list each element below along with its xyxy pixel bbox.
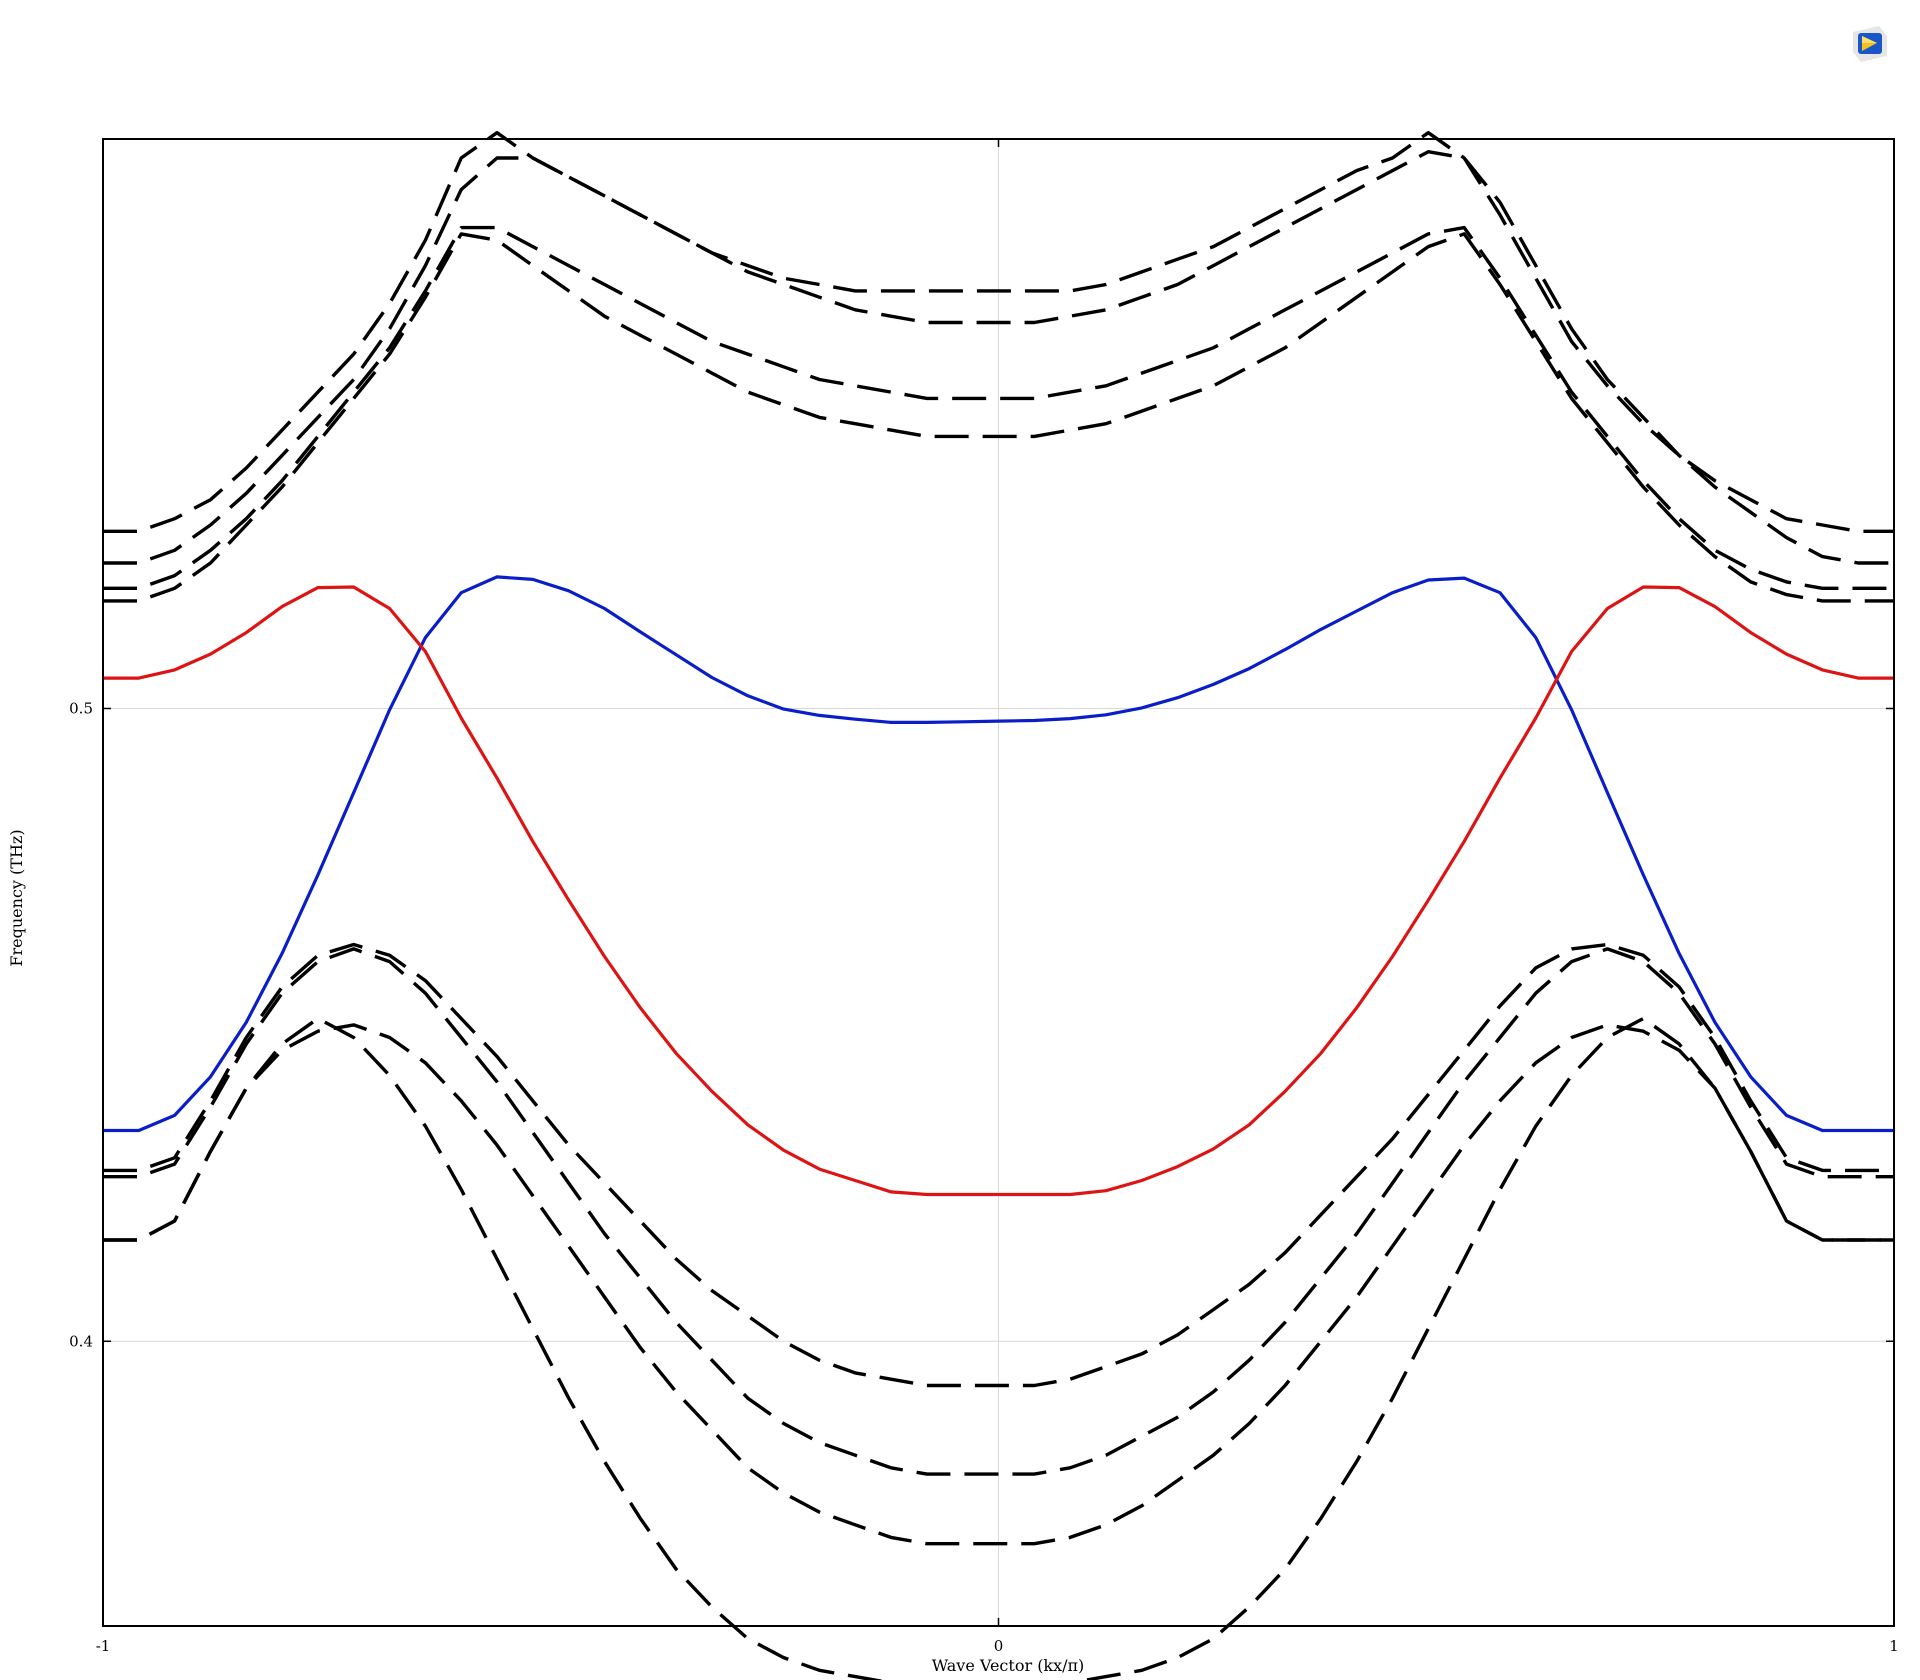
grid-lines bbox=[103, 139, 1894, 1626]
x-tick-label: 0 bbox=[994, 1637, 1004, 1655]
axis-ticks: 0.4 0.5 -1 0 1 bbox=[69, 139, 1899, 1655]
solid-band-line-1 bbox=[103, 585, 1894, 1197]
y-tick-label: 0.4 bbox=[69, 1332, 93, 1350]
dashed-band-line-7 bbox=[103, 947, 1894, 1476]
comsol-logo-icon bbox=[1853, 26, 1887, 62]
y-tick-label: 0.5 bbox=[69, 699, 93, 717]
series-group bbox=[103, 131, 1894, 1680]
dashed-band-line-5 bbox=[103, 232, 1894, 603]
dashed-band-line-9 bbox=[103, 1016, 1894, 1680]
dashed-band-line-8 bbox=[103, 1023, 1894, 1546]
y-axis-label: Frequency (THz) bbox=[7, 829, 26, 966]
x-tick-label: -1 bbox=[96, 1637, 111, 1655]
dashed-band-line-4 bbox=[103, 225, 1894, 590]
dashed-band-line-2 bbox=[103, 131, 1894, 533]
x-axis-label: Wave Vector (kx/π) bbox=[932, 1656, 1085, 1675]
solid-band-line-0 bbox=[103, 575, 1894, 1133]
dashed-band-line-3 bbox=[103, 150, 1894, 565]
dashed-band-line-6 bbox=[103, 942, 1894, 1388]
x-tick-label: 1 bbox=[1889, 1637, 1899, 1655]
